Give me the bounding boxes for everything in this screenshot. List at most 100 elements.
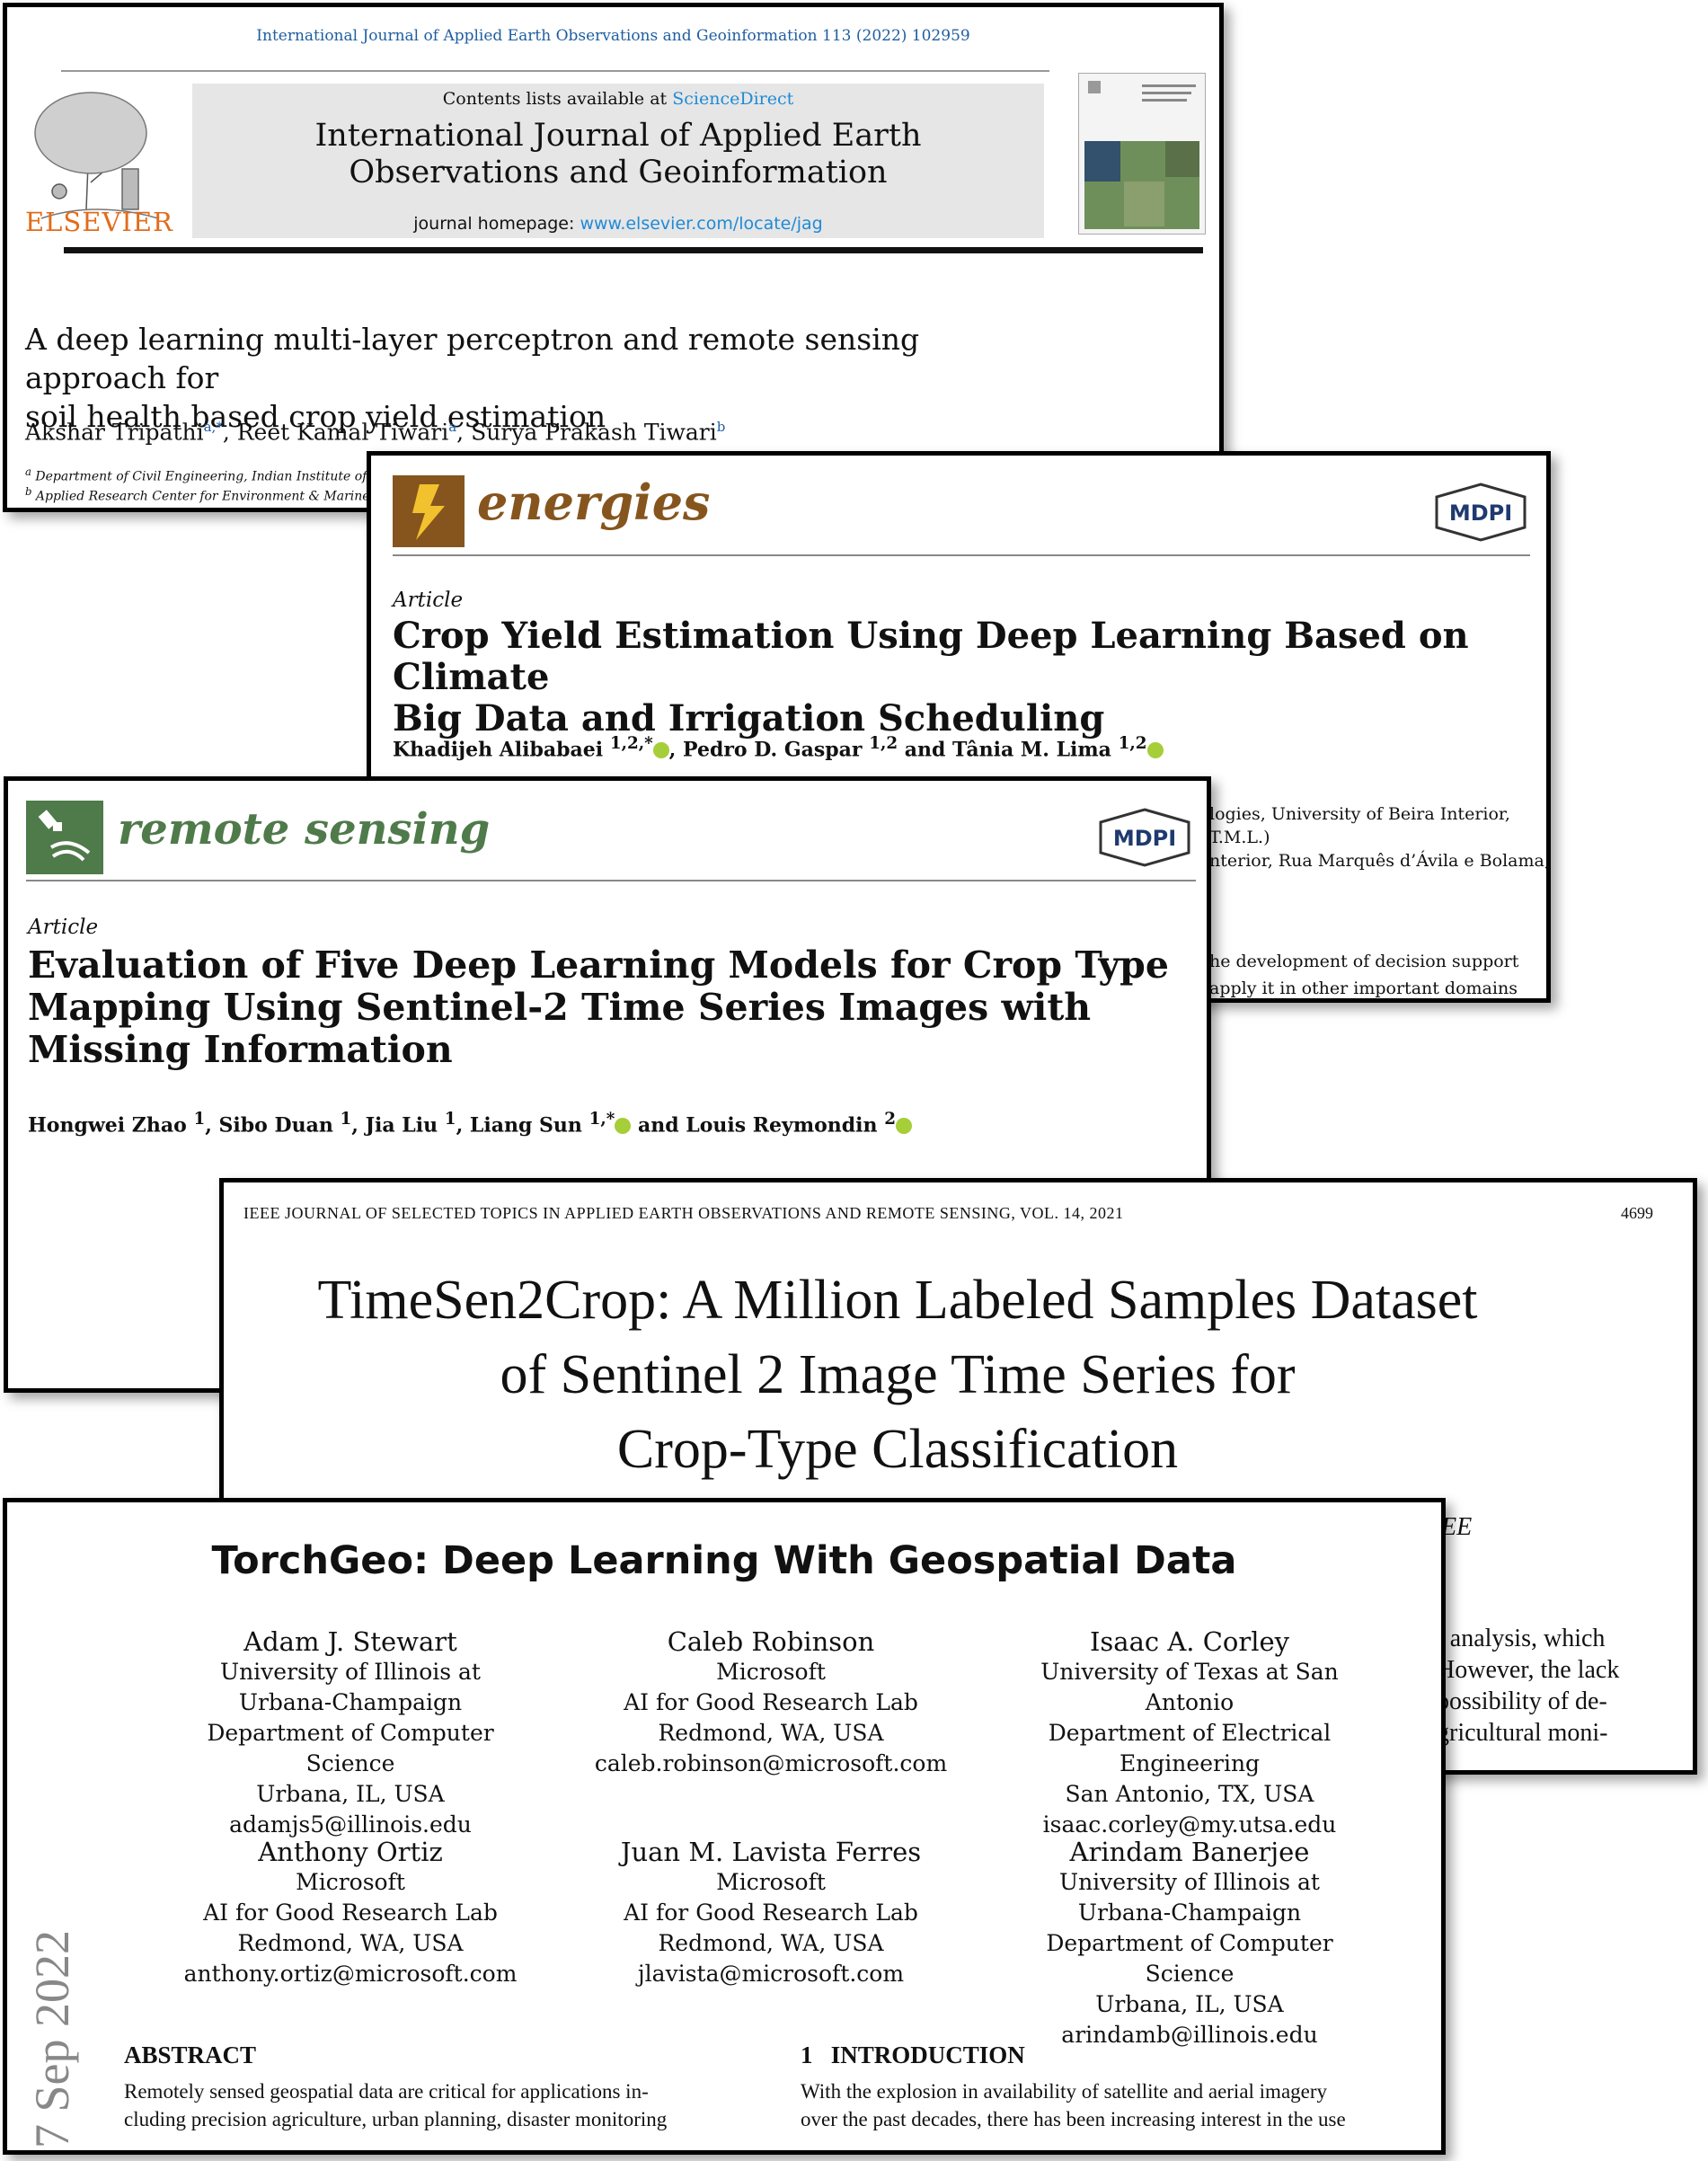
author-list: Khadijeh Alibabaei 1,2,*, Pedro D. Gaspa… <box>393 734 1164 761</box>
author-separator: , <box>205 1113 219 1138</box>
paper-card-elsevier: International Journal of Applied Earth O… <box>3 3 1224 512</box>
lightning-bolt-icon <box>393 475 465 547</box>
author-separator: , <box>222 419 237 446</box>
sciencedirect-link[interactable]: ScienceDirect <box>672 89 794 109</box>
journal-name: remote sensing <box>118 804 491 855</box>
journal-banner <box>192 84 1044 238</box>
author-detail: University of Illinois at <box>220 1659 481 1685</box>
paper-title-line: Mapping Using Sentinel-2 Time Series Ima… <box>28 986 1092 1029</box>
author-affiliation-marker: b <box>716 419 726 435</box>
mdpi-text: MDPI <box>1449 500 1512 526</box>
author-affiliation-marker: 1,2 <box>869 734 898 753</box>
author-detail: University of Illinois at <box>1059 1869 1320 1895</box>
author-email[interactable]: anthony.ortiz@microsoft.com <box>183 1961 518 1987</box>
article-type: Article <box>393 589 464 612</box>
mdpi-logo: MDPI <box>1435 483 1527 542</box>
author-email[interactable]: isaac.corley@my.utsa.edu <box>1042 1811 1337 1838</box>
text-fragment: possibility of de- <box>1437 1687 1607 1715</box>
paper-title-line: Crop-Type Classification <box>616 1419 1179 1480</box>
author-email[interactable]: jlavista@microsoft.com <box>637 1961 905 1987</box>
author-block: Juan M. Lavista Ferres Microsoft AI for … <box>582 1837 960 1989</box>
paper-title: TimeSen2Crop: A Million Labeled Samples … <box>224 1263 1571 1487</box>
text-fragment: T.M.L.) <box>1209 828 1270 847</box>
orcid-icon[interactable] <box>652 742 669 759</box>
affiliation-marker: b <box>25 485 32 498</box>
text-fragment: EE <box>1441 1513 1473 1541</box>
author-name: Tânia M. Lima <box>952 738 1111 762</box>
paper-title-line: soil health based crop yield estimation <box>25 399 606 434</box>
journal-title-line: Observations and Geoinformation <box>349 155 888 190</box>
intro-heading: 1 INTRODUCTION <box>801 2041 1025 2068</box>
contents-prefix: Contents lists available at <box>442 89 668 109</box>
text-fragment: apply it in other important domains <box>1209 979 1518 998</box>
paper-title-line: Evaluation of Five Deep Learning Models … <box>28 943 1169 987</box>
mdpi-logo: MDPI <box>1099 808 1190 867</box>
author-detail: AI for Good Research Lab <box>624 1689 918 1715</box>
author-detail: Urbana-Champaign <box>1077 1900 1302 1926</box>
text-fragment: nterior, Rua Marquês d’Ávila e Bolama, <box>1209 851 1550 871</box>
author-block: Adam J. Stewart University of Illinois a… <box>162 1626 539 1840</box>
author-email[interactable]: arindamb@illinois.edu <box>1061 2022 1318 2048</box>
paper-title-line: Big Data and Irrigation Scheduling <box>393 697 1105 740</box>
running-header: IEEE JOURNAL OF SELECTED TOPICS IN APPLI… <box>243 1204 1124 1222</box>
author-detail: Microsoft <box>296 1869 405 1895</box>
author-detail: San Antonio, TX, USA <box>1065 1781 1314 1807</box>
author-email[interactable]: adamjs5@illinois.edu <box>229 1811 472 1838</box>
author-separator: , <box>668 738 683 762</box>
author-name: Adam J. Stewart <box>243 1626 457 1657</box>
author-detail: Urbana, IL, USA <box>1095 1991 1284 2017</box>
author-detail: Microsoft <box>716 1869 826 1895</box>
journal-name: energies <box>477 474 711 531</box>
orcid-icon[interactable] <box>1146 742 1164 759</box>
author-list: Akshar Tripathia,*, Reet Kamal Tiwaria, … <box>25 419 1103 445</box>
orcid-icon[interactable] <box>895 1118 912 1135</box>
homepage-link[interactable]: www.elsevier.com/locate/jag <box>580 214 823 234</box>
orcid-icon[interactable] <box>615 1118 632 1135</box>
author-separator: , <box>351 1113 366 1138</box>
page-number: 4699 <box>1621 1204 1653 1222</box>
paper-title: A deep learning multi-layer perceptron a… <box>25 320 1067 436</box>
paper-card-torchgeo: TorchGeo: Deep Learning With Geospatial … <box>3 1498 1446 2155</box>
paper-title: TorchGeo: Deep Learning With Geospatial … <box>211 1538 1237 1583</box>
author-affiliation-marker: 1 <box>193 1110 206 1129</box>
journal-title: International Journal of Applied Earth O… <box>192 118 1044 191</box>
abstract-line: Remotely sensed geospatial data are crit… <box>124 2080 649 2103</box>
satellite-icon <box>26 801 103 874</box>
journal-title-line: International Journal of Applied Earth <box>314 118 922 154</box>
author-name: Liang Sun <box>469 1113 582 1138</box>
author-affiliation-marker: a <box>448 419 457 435</box>
author-affiliation-marker: 2 <box>884 1110 896 1129</box>
paper-title-line: TimeSen2Crop: A Million Labeled Samples … <box>317 1270 1478 1331</box>
affiliation-text: Department of Civil Engineering, Indian … <box>35 469 394 484</box>
paper-title-line: of Sentinel 2 Image Time Series for <box>500 1344 1296 1405</box>
author-name: Juan M. Lavista Ferres <box>620 1837 922 1867</box>
author-block: Arindam Banerjee University of Illinois … <box>1001 1837 1378 2050</box>
author-name: Sibo Duan <box>218 1113 333 1138</box>
author-affiliation-marker: a,* <box>203 419 223 435</box>
divider <box>64 247 1203 253</box>
divider <box>393 554 1530 556</box>
contents-line: Contents lists available at ScienceDirec… <box>192 89 1044 109</box>
author-separator: and <box>631 1113 686 1138</box>
author-email[interactable]: caleb.robinson@microsoft.com <box>594 1750 948 1776</box>
author-block: Anthony Ortiz Microsoft AI for Good Rese… <box>162 1837 539 1989</box>
running-header: International Journal of Applied Earth O… <box>256 27 970 45</box>
author-block: Caleb Robinson Microsoft AI for Good Res… <box>582 1626 960 1779</box>
author-list: Hongwei Zhao 1, Sibo Duan 1, Jia Liu 1, … <box>28 1110 912 1137</box>
text-fragment: However, the lack <box>1437 1656 1620 1684</box>
author-name: Anthony Ortiz <box>258 1837 443 1867</box>
author-affiliation-marker: 1,* <box>589 1110 615 1129</box>
author-detail: University of Texas at San Antonio <box>1040 1659 1339 1715</box>
text-fragment: l analysis, which <box>1437 1625 1606 1652</box>
paper-title-line: Missing Information <box>28 1028 453 1071</box>
author-name: Reet Kamal Tiwari <box>236 419 449 446</box>
author-separator: , <box>456 1113 470 1138</box>
intro-text: With the explosion in availability of sa… <box>801 2077 1346 2133</box>
text-fragment: logies, University of Beira Interior, <box>1209 804 1510 824</box>
article-type: Article <box>28 916 99 939</box>
author-affiliation-marker: 1,2 <box>1118 734 1147 753</box>
author-separator: , <box>456 419 472 446</box>
divider <box>61 70 1049 72</box>
author-detail: Department of Computer Science <box>1046 1930 1333 1987</box>
author-name: Hongwei Zhao <box>28 1113 187 1138</box>
